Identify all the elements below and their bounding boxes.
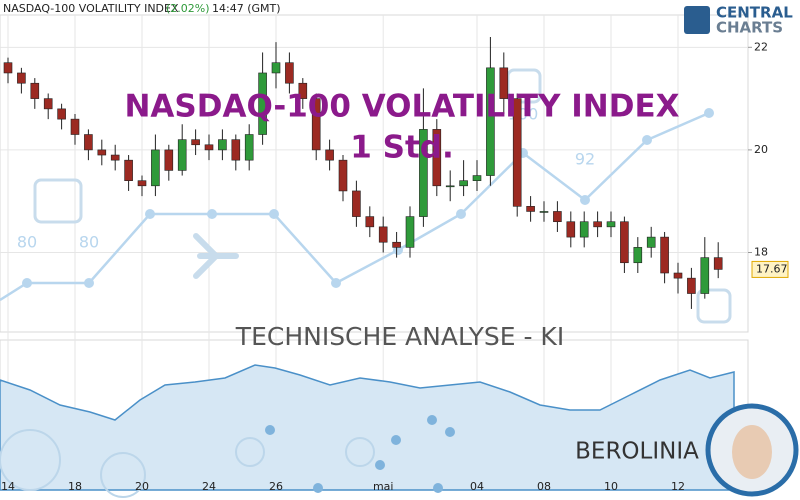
- candle-body: [352, 190, 361, 217]
- candle-body: [218, 139, 227, 151]
- watermark-label: 92: [575, 150, 595, 169]
- brand: BEROLINIA: [575, 439, 699, 465]
- candle-body: [164, 149, 174, 171]
- candle-body: [311, 98, 321, 151]
- candle-body: [3, 62, 13, 74]
- x-tick-label: 10: [604, 480, 618, 493]
- candle-body: [204, 144, 214, 151]
- candle-body: [57, 108, 66, 120]
- watermark-icon: [33, 178, 83, 224]
- instrument-name: NASDAQ-100 VOLATILITY INDEX: [3, 2, 179, 15]
- candle-body: [419, 129, 428, 217]
- candle-body: [84, 134, 93, 151]
- candle-body: [378, 226, 388, 243]
- candle-body: [285, 62, 294, 84]
- last-price-label: 17.67: [756, 262, 788, 275]
- decor-hexagons: [0, 429, 375, 498]
- candle-body: [539, 211, 549, 213]
- candle-body: [660, 236, 669, 274]
- last-price-tag: [751, 260, 789, 278]
- candle-body: [526, 206, 535, 212]
- candle-body: [97, 149, 107, 156]
- candle-body: [620, 221, 629, 264]
- candle-body: [566, 221, 576, 238]
- candle-body: [553, 211, 562, 223]
- watermark-label: 80: [17, 233, 37, 252]
- candle-body: [151, 149, 160, 187]
- candle-body: [30, 82, 40, 99]
- indicator-area: [0, 364, 735, 491]
- candles: [3, 37, 723, 309]
- candle-body: [579, 221, 589, 238]
- candle-body: [606, 221, 616, 228]
- candle-body: [365, 216, 375, 228]
- candle-body: [137, 180, 147, 187]
- candle-body: [472, 175, 482, 181]
- logo-line1: CENTRAL: [716, 4, 793, 22]
- watermark-label: 80: [79, 233, 99, 252]
- x-tick-label: 12: [671, 480, 685, 493]
- candle-body: [633, 247, 643, 264]
- x-tick-label: 26: [269, 480, 283, 493]
- logo-line2: CHARTS: [716, 19, 783, 37]
- candle-body: [43, 98, 53, 110]
- candle-body: [445, 185, 455, 188]
- watermark-arrow: [193, 233, 239, 279]
- candle-body: [432, 129, 442, 187]
- candle-body: [191, 139, 200, 146]
- x-tick-label: mai: [373, 480, 394, 493]
- overlay-subtitle: 1 Std.: [350, 130, 453, 166]
- candle-body: [124, 159, 133, 181]
- candle-body: [177, 139, 187, 171]
- candle-body: [244, 134, 254, 161]
- watermark-icon: [696, 288, 732, 324]
- candle-body: [405, 216, 415, 248]
- x-tick-label: 24: [202, 480, 216, 493]
- candle-body: [700, 257, 710, 294]
- candle-body: [499, 67, 509, 99]
- candle-body: [687, 277, 696, 294]
- candle-body: [271, 62, 281, 74]
- candle-body: [673, 272, 683, 279]
- candle-body: [646, 236, 656, 248]
- banner: TECHNISCHE ANALYSE - KI: [235, 322, 564, 351]
- candle-body: [17, 72, 26, 84]
- change-percent: (2.02%): [166, 2, 210, 15]
- candle-body: [298, 82, 308, 99]
- candle-body: [713, 257, 723, 270]
- x-tick-label: 04: [470, 480, 484, 493]
- x-tick-label: 20: [135, 480, 149, 493]
- candle-body: [459, 180, 468, 187]
- candle-body: [258, 72, 267, 135]
- y-tick-label: 20: [754, 143, 768, 156]
- avatar-face: [732, 425, 772, 479]
- candle-body: [325, 149, 334, 161]
- candle-body: [231, 139, 241, 161]
- candle-body: [593, 221, 602, 228]
- candle-body: [110, 154, 120, 161]
- main-panel: [0, 14, 749, 333]
- candle-body: [392, 241, 401, 248]
- logo-icon: [684, 6, 710, 34]
- time: 14:47 (GMT): [212, 2, 281, 15]
- candle-body: [338, 159, 348, 192]
- y-tick-label: 22: [754, 40, 768, 53]
- candle-body: [70, 118, 80, 135]
- decor-dots: [265, 415, 455, 493]
- x-tick-label: 08: [537, 480, 551, 493]
- candle-body: [486, 67, 495, 176]
- x-tick-label: 14: [1, 480, 15, 493]
- x-tick-label: 18: [68, 480, 82, 493]
- candle-body: [512, 98, 522, 207]
- y-tick-label: 18: [754, 245, 768, 258]
- overlay-title: NASDAQ-100 VOLATILITY INDEX: [124, 89, 679, 125]
